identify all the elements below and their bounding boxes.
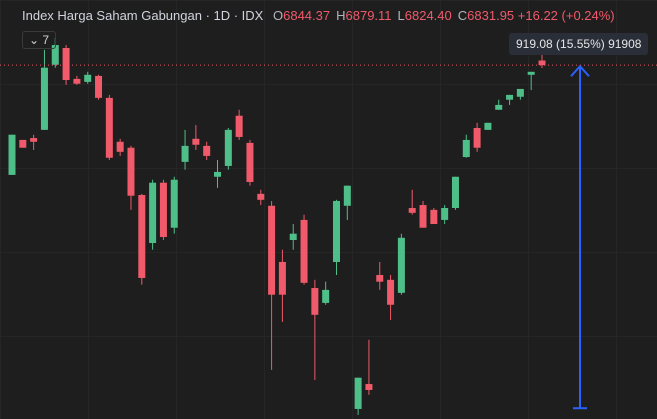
candle-body bbox=[257, 193, 265, 200]
candle-body bbox=[138, 194, 146, 278]
candle-body bbox=[149, 182, 157, 243]
candle-body bbox=[408, 208, 416, 213]
candle-body bbox=[484, 122, 492, 130]
candle-body bbox=[354, 377, 362, 409]
candle-body bbox=[311, 288, 319, 315]
legend-header: Index Harga Saham Gabungan · 1D · IDX O6… bbox=[22, 8, 615, 23]
candle-body bbox=[214, 171, 222, 177]
candle-body bbox=[224, 129, 232, 166]
candle-body bbox=[300, 219, 308, 283]
candle-body bbox=[170, 179, 178, 228]
candle-body bbox=[116, 141, 124, 152]
field-value: 6824.40 bbox=[404, 8, 452, 23]
candle-body bbox=[30, 138, 38, 142]
candle-body bbox=[538, 60, 546, 66]
field-key: L bbox=[397, 8, 405, 23]
candle-body bbox=[397, 237, 405, 293]
candle-body bbox=[387, 279, 395, 305]
candle-body bbox=[84, 74, 92, 82]
candle-body bbox=[62, 48, 70, 81]
candle-body bbox=[278, 261, 286, 295]
field-value: 6844.37 bbox=[283, 8, 331, 23]
candle-body bbox=[441, 208, 449, 220]
candle-body bbox=[462, 139, 470, 158]
candle-body bbox=[235, 115, 243, 137]
indicator-toggle[interactable]: ⌄ 7 bbox=[22, 31, 57, 49]
candle-body bbox=[246, 142, 254, 182]
candle-body bbox=[322, 289, 330, 303]
change: +16.22 (+0.24%) bbox=[517, 8, 615, 23]
field-value: 6879.11 bbox=[345, 8, 392, 23]
candle-body bbox=[51, 45, 59, 65]
field-key: H bbox=[336, 8, 346, 23]
measure-label: 919.08 (15.55%) 91908 bbox=[509, 33, 649, 55]
candle-body bbox=[203, 145, 211, 156]
candle-body bbox=[365, 384, 373, 390]
candle-body bbox=[419, 205, 427, 228]
candle-body bbox=[181, 145, 189, 162]
measure-head bbox=[570, 64, 590, 77]
candle-body bbox=[451, 176, 459, 209]
candle-body bbox=[343, 185, 351, 206]
ohlc-fields: O6844.37 H6879.11 L6824.40 C6831.95 bbox=[267, 8, 518, 23]
candle-body bbox=[19, 139, 27, 148]
candle-body bbox=[289, 233, 297, 241]
field-key: O bbox=[272, 8, 284, 23]
candle-body bbox=[268, 205, 276, 295]
candle-body bbox=[527, 71, 535, 75]
candle-body bbox=[105, 97, 113, 158]
candle-body bbox=[332, 200, 340, 262]
candle-body bbox=[95, 75, 103, 98]
candle-body bbox=[73, 78, 81, 84]
field-key: C bbox=[457, 8, 468, 23]
candle-body bbox=[8, 134, 16, 175]
candle-body bbox=[495, 104, 503, 110]
field-value: 6831.95 bbox=[467, 8, 515, 23]
indicator-count: 7 bbox=[42, 33, 50, 47]
candle-body bbox=[473, 128, 481, 148]
title: Index Harga Saham Gabungan · 1D · IDX bbox=[22, 8, 264, 23]
candle-body bbox=[430, 209, 438, 225]
candle-body bbox=[159, 182, 167, 238]
candle-body bbox=[516, 88, 524, 97]
candle-body bbox=[40, 67, 48, 130]
candle-body bbox=[376, 274, 384, 282]
candle-body bbox=[192, 138, 200, 145]
candle-body bbox=[506, 94, 514, 100]
candle-body bbox=[127, 147, 135, 196]
